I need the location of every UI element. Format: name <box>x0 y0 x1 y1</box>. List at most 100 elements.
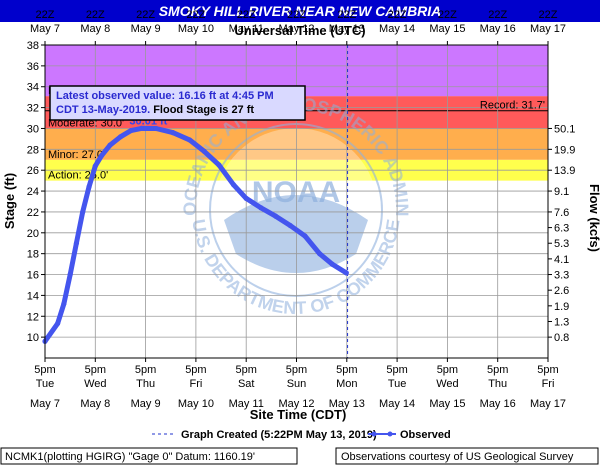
observed-point <box>92 163 98 169</box>
observed-point <box>107 142 113 148</box>
observed-point <box>216 162 222 168</box>
x-tick-time: 5pm <box>286 364 307 376</box>
top-tick-date: May 9 <box>131 23 161 35</box>
y-axis-title: Stage (ft) <box>2 173 17 229</box>
legend-observed-label: Observed <box>400 429 451 441</box>
flow-tick-label: 0.8 <box>554 332 569 344</box>
y-tick-label: 30 <box>27 123 39 135</box>
watermark-ring <box>209 123 383 297</box>
observed-point <box>287 222 293 229</box>
y-tick-label: 34 <box>27 82 39 94</box>
top-tick-date: May 8 <box>80 23 110 35</box>
flow-tick-label: 4.1 <box>554 254 569 266</box>
x-tick-date: May 10 <box>178 398 214 410</box>
observed-point <box>258 205 264 211</box>
x-tick-date: May 15 <box>429 398 465 410</box>
x-tick-date: May 12 <box>278 398 314 410</box>
x-tick-time: 5pm <box>336 364 357 376</box>
observed-point <box>302 233 308 239</box>
x-tick-date: May 11 <box>229 398 264 410</box>
top-tick-time: 22Z <box>186 9 205 21</box>
flow-tick-label: 13.9 <box>554 165 575 177</box>
flow-tick-label: 1.9 <box>554 301 569 313</box>
watermark-noaa-text: NOAA <box>252 176 340 209</box>
footer: NCMK1(plotting HGIRG) "Gage 0" Datum: 11… <box>0 447 599 465</box>
y2-axis-title: Flow (kcfs) <box>587 184 600 252</box>
latest-line-2-flood: Flood Stage is 27 ft <box>150 104 254 116</box>
observed-point <box>343 270 349 276</box>
observed-point <box>128 127 134 134</box>
y-tick-label: 22 <box>27 207 39 219</box>
top-tick-time: 22Z <box>438 9 457 21</box>
top-tick-date: May 7 <box>30 23 60 35</box>
x-tick-date: May 8 <box>80 398 110 410</box>
observed-point <box>86 184 92 190</box>
observed-point <box>170 130 176 136</box>
flow-tick-label: 7.6 <box>554 207 569 219</box>
top-tick-time: 22Z <box>488 9 507 21</box>
x-tick-day: Mon <box>336 378 357 390</box>
x-tick-date: May 13 <box>329 398 365 410</box>
x-tick-day: Tue <box>36 378 55 390</box>
observed-point <box>98 152 105 159</box>
flow-tick-label: 1.3 <box>554 316 569 328</box>
footer-courtesy-text: Observations courtesy of US Geological S… <box>341 451 574 463</box>
top-tick-time: 22Z <box>237 9 256 21</box>
x-tick-time: 5pm <box>34 364 55 376</box>
observed-point <box>80 209 86 215</box>
x-tick-day: Fri <box>542 378 555 390</box>
flow-tick-label: 5.3 <box>554 238 569 250</box>
latest-line-2: CDT 13-May-2019. Flood Stage is 27 ft <box>56 104 254 116</box>
observed-point <box>243 195 249 201</box>
latest-line-2-date: CDT 13-May-2019. <box>56 104 150 116</box>
axes: 10 12 14 16 18 20 22 24 26 28 30 32 34 36 38 0.8 1.3 1.9 2… <box>27 9 576 410</box>
top-tick-time: 22Z <box>337 9 356 21</box>
latest-box-frame <box>49 85 306 121</box>
legend-observed-marker-right <box>387 431 393 437</box>
legend-created-label: Graph Created (5:22PM May 13, 2019) <box>181 429 377 441</box>
y-tick-label: 12 <box>27 311 39 323</box>
top-tick-date: May 12 <box>278 23 314 35</box>
band-label-minor: Minor: 27.0' <box>48 149 105 161</box>
footer-datum-text: NCMK1(plotting HGIRG) "Gage 0" Datum: 11… <box>5 451 255 463</box>
observed-point <box>117 134 124 140</box>
top-tick-date: May 14 <box>379 23 415 35</box>
y-tick-label: 16 <box>27 270 39 282</box>
x-tick-time: 5pm <box>185 364 206 376</box>
observed-point <box>201 148 207 155</box>
y-tick-label: 32 <box>27 103 39 115</box>
top-tick-time: 22Z <box>388 9 407 21</box>
chart-title: SMOKY HILL RIVER NEAR NEW CAMBRIA <box>159 3 442 19</box>
x-tick-day: Thu <box>488 378 507 390</box>
observed-point <box>54 320 61 327</box>
observed-point <box>61 301 67 307</box>
x-tick-date: May 16 <box>480 398 516 410</box>
y-tick-label: 36 <box>27 61 39 73</box>
legend-observed-marker-left <box>371 431 377 437</box>
x-tick-day: Tue <box>388 378 407 390</box>
legend: Graph Created (5:22PM May 13, 2019) Obse… <box>152 429 451 441</box>
top-tick-date: May 13 <box>329 23 365 35</box>
x-tick-date: May 7 <box>30 398 60 410</box>
observed-point <box>73 240 80 246</box>
x-axis-title: Site Time (CDT) <box>250 407 347 422</box>
x-tick-time: 5pm <box>386 364 407 376</box>
band-label-action: Action: 25.0' <box>48 170 108 182</box>
x-tick-time: 5pm <box>85 364 106 376</box>
observed-point <box>231 182 237 188</box>
y-tick-label: 20 <box>27 228 39 240</box>
observed-point <box>187 137 193 143</box>
observed-point <box>316 251 323 257</box>
observed-point <box>329 261 335 267</box>
footer-right-box <box>335 447 599 465</box>
flow-tick-label: 3.3 <box>554 270 569 282</box>
y-tick-label: 24 <box>27 186 39 198</box>
top-tick-time: 22Z <box>86 9 105 21</box>
y-tick-label: 26 <box>27 165 39 177</box>
top-tick-date: May 10 <box>178 23 214 35</box>
observed-point <box>153 125 159 132</box>
x-tick-date: May 14 <box>379 398 415 410</box>
y-tick-label: 10 <box>27 332 39 344</box>
